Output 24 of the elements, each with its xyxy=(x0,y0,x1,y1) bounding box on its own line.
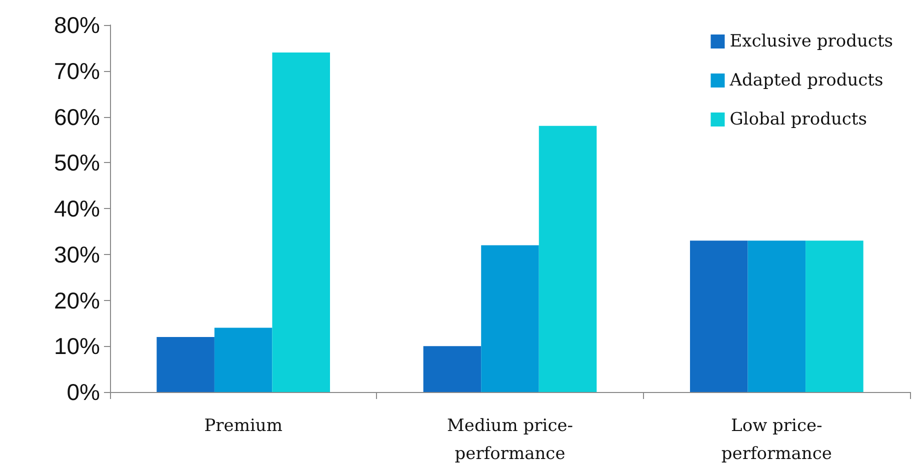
bar xyxy=(423,346,482,392)
y-tick-label: 20% xyxy=(54,287,100,314)
legend-label: Exclusive products xyxy=(730,32,894,52)
y-tick-label: 80% xyxy=(54,12,100,38)
bar xyxy=(156,336,214,392)
bar xyxy=(214,328,272,392)
bar xyxy=(272,52,330,392)
y-tick-label: 10% xyxy=(54,333,100,360)
y-tick-label: 40% xyxy=(54,196,100,222)
legend-label: Global products xyxy=(730,110,867,130)
legend-label: Adapted products xyxy=(728,70,884,90)
y-tick-label: 70% xyxy=(54,58,100,84)
y-tick-label: 60% xyxy=(54,104,100,130)
y-tick-label: 30% xyxy=(54,241,100,268)
bar xyxy=(481,245,539,392)
y-tick-label: 0% xyxy=(66,379,100,405)
bar xyxy=(748,240,806,392)
y-tick-label: 50% xyxy=(54,150,100,176)
bar xyxy=(806,240,864,392)
x-tick-label: Low price-performance xyxy=(721,416,832,464)
bar xyxy=(538,126,597,392)
bar xyxy=(690,240,748,392)
x-tick-label: Medium price-performance xyxy=(446,416,574,464)
x-tick-label: Premium xyxy=(204,416,282,436)
